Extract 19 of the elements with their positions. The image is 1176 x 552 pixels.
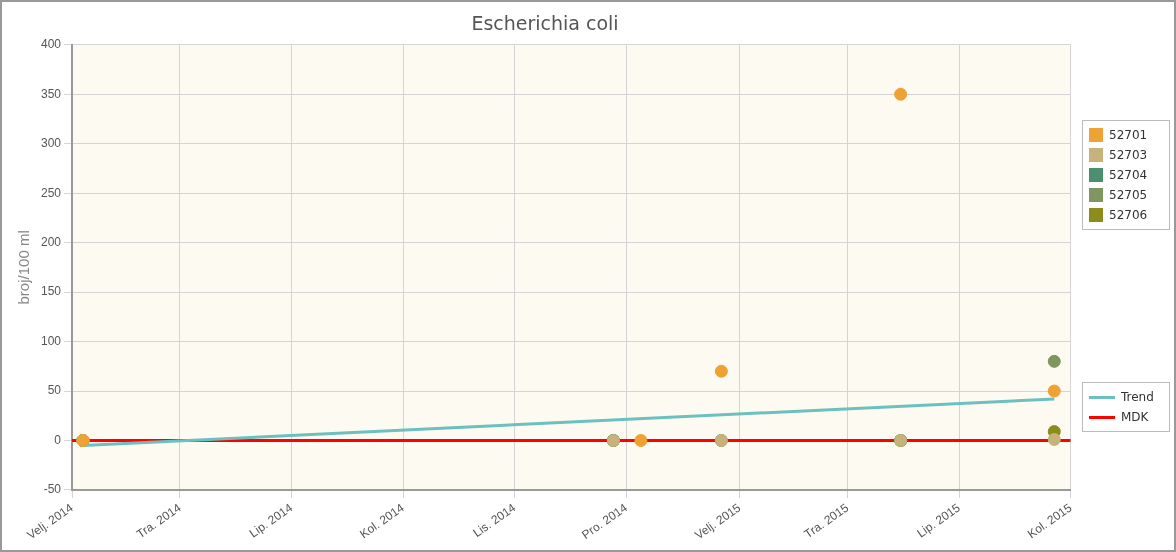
y-tick-label: 150 bbox=[40, 284, 62, 299]
legend-label: 52706 bbox=[1109, 207, 1148, 224]
y-tick-label: 350 bbox=[40, 86, 62, 101]
y-tick-label: 200 bbox=[40, 234, 62, 249]
chart-title: Escherichia coli bbox=[471, 12, 619, 35]
legend-label: 52704 bbox=[1109, 167, 1148, 184]
legend-label: Trend bbox=[1121, 389, 1154, 406]
legend-label: 52703 bbox=[1109, 147, 1148, 164]
y-tick-label: 400 bbox=[40, 37, 62, 52]
y-tick-label: 100 bbox=[40, 333, 62, 348]
y-tick-label: 300 bbox=[40, 136, 62, 151]
legend-label: 52701 bbox=[1109, 127, 1148, 144]
y-tick-label: 50 bbox=[47, 383, 62, 398]
y-tick-label: 250 bbox=[40, 185, 62, 200]
y-tick-label: 0 bbox=[54, 432, 62, 447]
legend-label: MDK bbox=[1121, 409, 1149, 426]
y-axis-title: broj/100 ml bbox=[15, 230, 33, 305]
y-tick-label: -50 bbox=[43, 482, 62, 497]
legend-label: 52705 bbox=[1109, 187, 1148, 204]
